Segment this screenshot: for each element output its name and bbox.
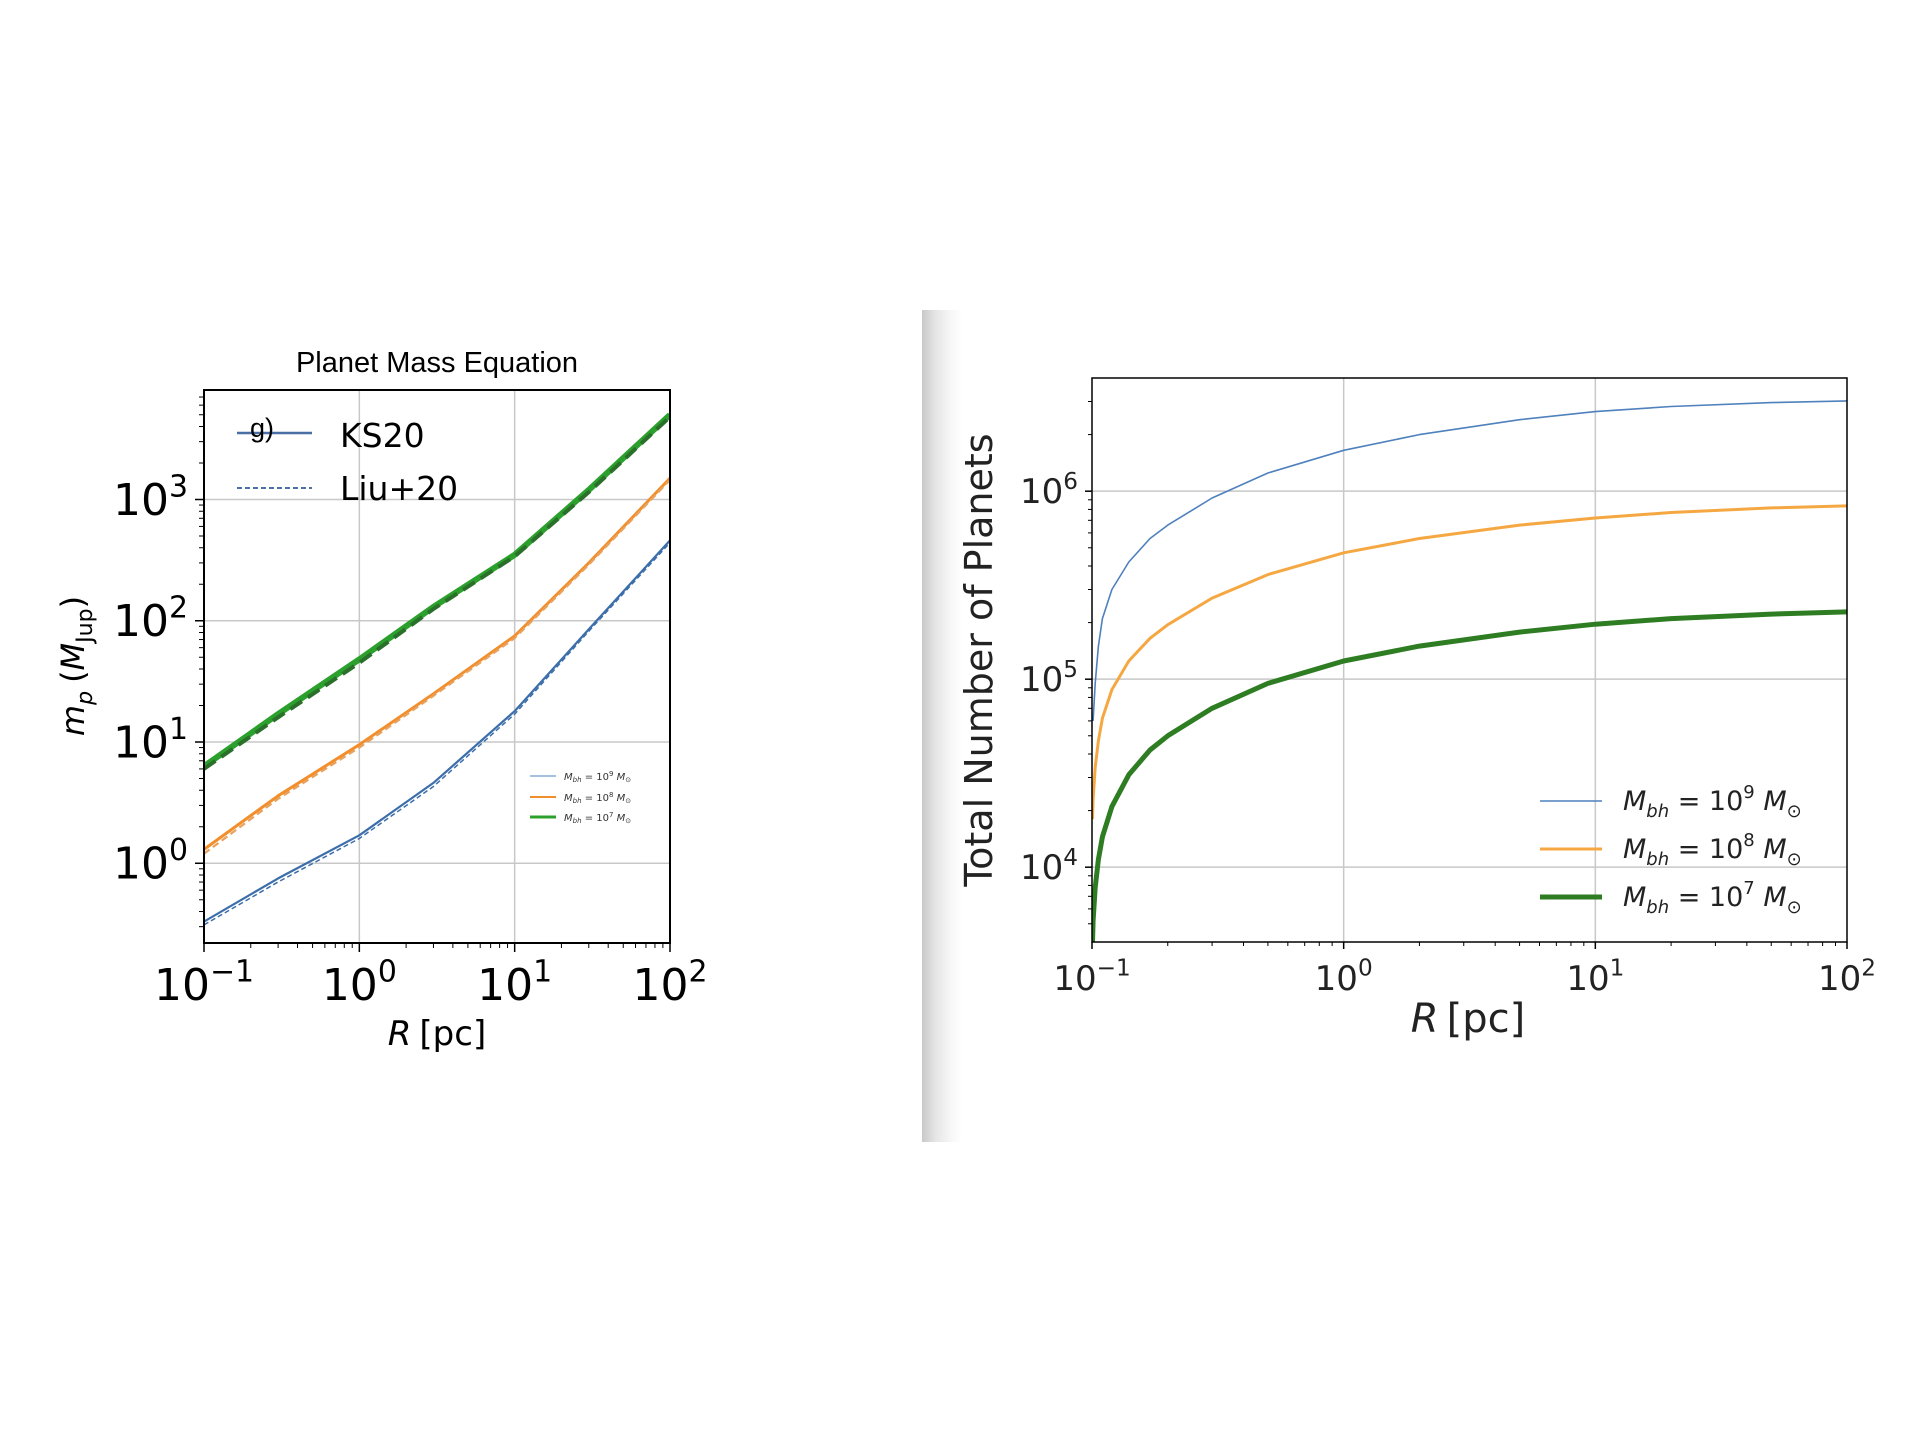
series-line-liu20-mbh-1e8 [204,479,670,855]
y-tick-label: 106 [1020,469,1078,512]
x-tick-label: 102 [632,955,707,1011]
series-line-mbh-1e8 [1092,504,1847,820]
x-tick-label: 100 [322,955,397,1011]
x-tick-label: 102 [1818,956,1876,999]
legend-label-8: Mbh = 108 M⊙ [1623,830,1802,870]
mass-legend-label-8: Mbh = 108 M⊙ [564,791,631,805]
mass-legend: Mbh = 109 M⊙ Mbh = 108 M⊙ Mbh = 107 M⊙ [530,770,631,825]
x-tick-label: 100 [1315,956,1373,999]
y-tick-label: 100 [113,833,188,889]
legend: Mbh = 109 M⊙ Mbh = 108 M⊙ Mbh = 107 M⊙ [1540,782,1802,918]
series-line-mbh-1e7 [1092,609,1847,942]
y-axis-label: mp(MJup) [54,596,98,736]
mass-legend-label-7: Mbh = 107 M⊙ [564,811,631,825]
grid [1092,378,1847,942]
legend-label-ks20: KS20 [340,416,425,455]
panel-label: g) [250,413,274,443]
series-line-mbh-1e9 [1092,400,1847,721]
legend-label-9: Mbh = 109 M⊙ [1623,782,1802,822]
style-legend: g) KS20 Liu+20 [237,413,458,508]
page-divider-shadow [922,310,962,1142]
y-tick-label: 101 [113,712,188,768]
y-tick-label: 102 [113,591,188,647]
series-line-ks20-mbh-1e9 [204,539,670,923]
series-line-ks20-mbh-1e8 [204,477,670,851]
y-tick-label: 103 [113,469,188,525]
y-tick-label: 105 [1020,657,1078,700]
series-lines [204,412,670,926]
series-line-liu20-mbh-1e7 [204,415,670,771]
series-line-liu20-mbh-1e9 [204,542,670,926]
axis-ticks: 10−1 100 101 102 100 101 102 103 [113,396,708,1011]
x-tick-label: 10−1 [154,955,254,1011]
chart-title: Planet Mass Equation [296,347,578,379]
plot-frame [1091,377,1848,943]
y-axis-label: Total Number of Planets [957,433,1001,887]
series-lines [1092,400,1847,942]
grid [204,390,670,943]
x-axis-label: R [pc] [388,1014,486,1054]
legend-label-liu20: Liu+20 [340,469,458,508]
legend-label-7: Mbh = 107 M⊙ [1623,878,1802,918]
x-tick-label: 10−1 [1053,956,1130,999]
y-tick-label: 104 [1020,845,1078,888]
x-tick-label: 101 [1566,956,1624,999]
mass-legend-label-9: Mbh = 109 M⊙ [564,770,631,784]
plot-frame [203,389,671,944]
axis-ticks: 10−1 100 101 102 104 105 106 [1020,400,1876,999]
x-tick-label: 101 [477,955,552,1011]
x-axis-label: R [pc] [1411,996,1525,1042]
